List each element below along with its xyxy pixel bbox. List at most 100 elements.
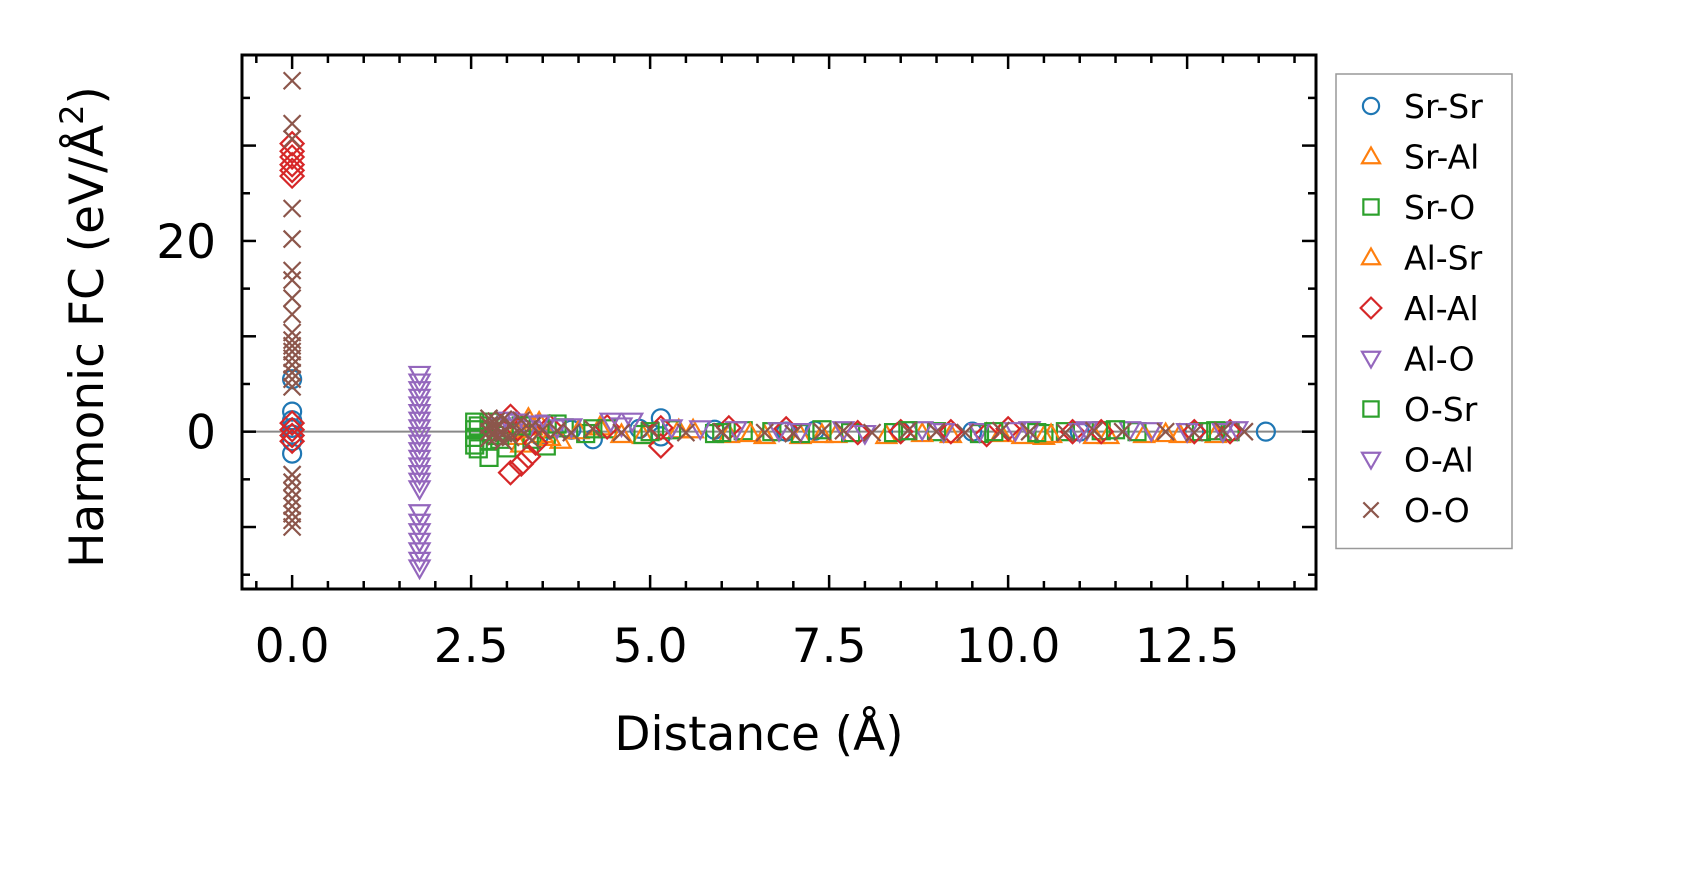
data-point	[1153, 421, 1178, 443]
data-point	[883, 423, 904, 443]
data-point	[812, 420, 832, 440]
legend-marker	[1359, 296, 1383, 320]
legend-label: Al-Sr	[1404, 239, 1483, 278]
axis-ticks	[242, 55, 1316, 589]
data-point	[279, 151, 306, 178]
data-point	[282, 229, 302, 249]
series-o-o	[282, 71, 1254, 537]
data-point	[562, 423, 581, 442]
data-point	[407, 465, 432, 486]
data-point	[522, 416, 542, 436]
data-point	[279, 416, 306, 443]
data-point	[279, 163, 306, 190]
data-point	[1084, 421, 1104, 440]
data-point	[407, 403, 432, 425]
legend-label: O-Sr	[1404, 390, 1478, 429]
data-point	[991, 421, 1011, 440]
data-point	[681, 417, 705, 439]
data-point	[407, 381, 432, 402]
data-point	[282, 489, 302, 508]
data-point	[609, 422, 634, 444]
data-point	[576, 423, 596, 444]
data-point	[407, 396, 432, 418]
data-point	[282, 114, 302, 133]
legend: Sr-Sr Sr-Al Sr-O Al-Sr Al-Al Al-O O-Sr O-Al O-O	[1335, 73, 1513, 550]
data-point	[282, 431, 303, 452]
data-point	[583, 419, 603, 439]
data-point	[752, 423, 777, 445]
legend-label: Sr-Al	[1404, 138, 1479, 177]
legend-label: Sr-Sr	[1404, 87, 1483, 126]
legend-entry: Sr-O	[1362, 188, 1475, 227]
legend-entry: O-O	[1362, 491, 1470, 530]
y-axis-title-superscript: 2	[53, 104, 91, 124]
legend-marker	[1360, 350, 1382, 370]
data-point	[407, 373, 432, 395]
data-point	[282, 443, 303, 464]
data-point	[486, 411, 506, 431]
legend-label: O-Al	[1404, 441, 1474, 480]
data-point	[282, 401, 303, 422]
data-point	[407, 480, 432, 502]
data-point	[282, 363, 302, 382]
data-point	[407, 457, 432, 479]
x-tick-label: 2.5	[434, 619, 509, 674]
data-point	[898, 421, 918, 440]
data-point	[407, 426, 432, 448]
data-point	[1017, 421, 1042, 442]
data-point	[812, 422, 832, 441]
data-point	[282, 472, 302, 492]
legend-marker	[1362, 501, 1380, 519]
data-point	[497, 438, 517, 458]
legend-entry: Al-O	[1360, 340, 1475, 379]
data-point	[633, 424, 653, 445]
data-point	[279, 130, 306, 157]
data-point	[497, 459, 524, 486]
x-axis-title: Distance (Å)	[614, 707, 903, 762]
series-al-o	[407, 365, 1250, 581]
data-point	[659, 419, 684, 441]
data-point	[1185, 423, 1204, 442]
data-point	[479, 429, 499, 448]
data-point	[620, 412, 645, 434]
data-point	[508, 451, 535, 478]
data-point	[676, 423, 696, 442]
data-point	[282, 369, 302, 389]
data-point	[1132, 422, 1157, 444]
data-point	[755, 423, 774, 442]
series-sr-sr	[282, 369, 1276, 464]
data-point	[279, 422, 306, 449]
data-points-layer	[279, 71, 1276, 581]
data-point	[712, 422, 731, 441]
plot-frame	[240, 53, 1318, 591]
data-point	[501, 428, 520, 447]
data-point	[407, 551, 432, 573]
data-point	[738, 421, 763, 443]
data-point	[810, 422, 834, 444]
data-point	[282, 355, 302, 375]
data-point	[282, 342, 302, 361]
data-point	[282, 305, 302, 324]
data-point	[282, 517, 302, 537]
data-point	[407, 419, 432, 441]
data-point	[279, 428, 306, 455]
x-tick-label: 0.0	[255, 619, 330, 674]
legend-marker	[1362, 400, 1380, 418]
data-point	[407, 472, 432, 494]
data-point	[282, 323, 302, 342]
data-point	[598, 412, 623, 434]
data-point	[831, 421, 856, 442]
y-tick-label: 20	[156, 215, 216, 270]
data-point	[1156, 422, 1175, 441]
data-point	[862, 423, 882, 442]
x-tick-label: 12.5	[1135, 619, 1240, 674]
data-point	[282, 270, 302, 290]
tick-labels: 0.0 2.5 5.0 7.5 10.0 12.5 0 20	[156, 215, 1239, 674]
data-point	[1096, 423, 1121, 445]
legend-label: Sr-O	[1404, 188, 1475, 227]
y-tick-label: 0	[186, 406, 216, 461]
legend-entry: Sr-Al	[1360, 138, 1479, 177]
data-point	[279, 410, 306, 437]
data-point	[1032, 424, 1056, 446]
